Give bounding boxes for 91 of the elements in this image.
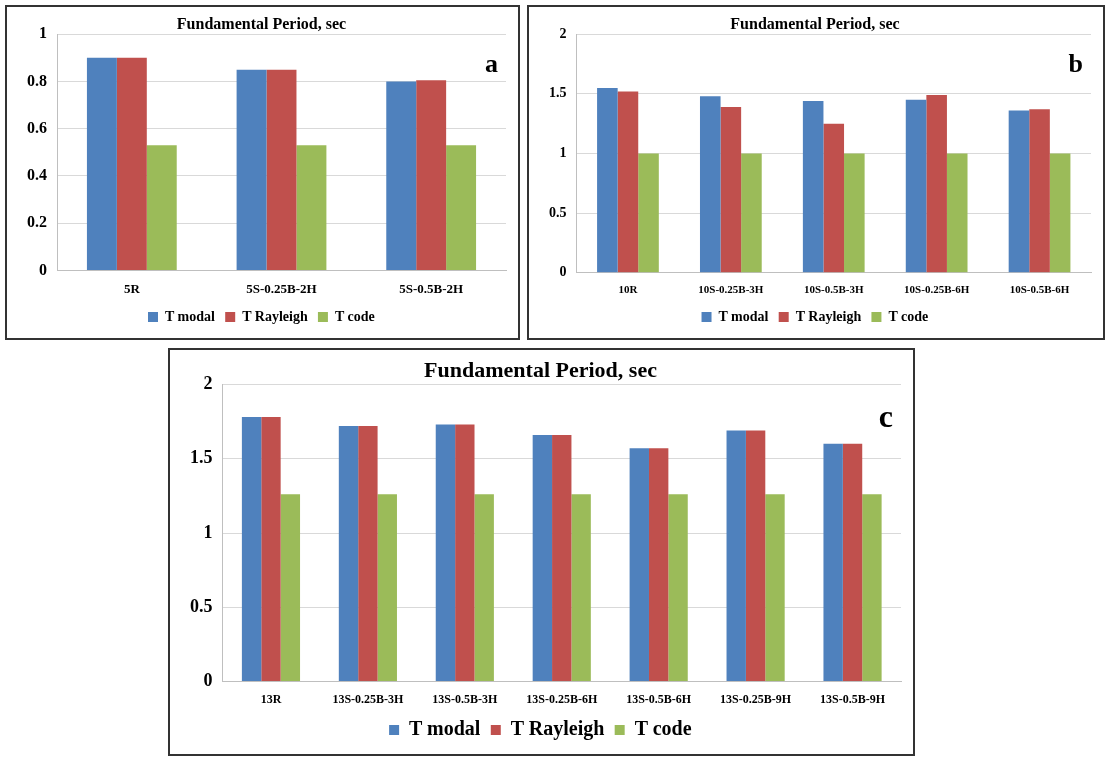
y-tick-label: 1 (39, 24, 47, 42)
bar (926, 95, 947, 273)
bar (338, 426, 359, 682)
bar (86, 57, 117, 270)
bar (638, 153, 659, 273)
y-tick-label: 1 (559, 145, 567, 161)
legend-label: T code (888, 308, 929, 324)
bar (435, 424, 456, 682)
bar (842, 443, 863, 682)
y-tick-label: 0 (39, 260, 47, 278)
bar (241, 417, 262, 682)
x-tick-label: 13R (260, 691, 282, 706)
bar (946, 153, 968, 273)
x-tick-label: 13S-0.5B-6H (626, 691, 692, 706)
bar (261, 417, 281, 682)
y-tick-label: 0.5 (190, 595, 213, 616)
x-tick-label: 5S-0.5B-2H (399, 280, 464, 296)
y-tick-label: 1.5 (190, 447, 213, 468)
bar (648, 448, 669, 682)
bar (532, 434, 553, 682)
y-tick-label: 1 (203, 521, 213, 542)
legend-label: T code (334, 308, 375, 324)
legend-label: T modal (409, 717, 481, 740)
legend-label: T Rayleigh (510, 717, 605, 741)
bar (862, 494, 882, 682)
bar (455, 424, 475, 682)
bar (116, 57, 147, 270)
x-tick-label: 13S-0.25B-6H (526, 691, 598, 706)
x-tick-label: 10S-0.25B-3H (698, 283, 764, 296)
bar (1029, 109, 1050, 273)
x-tick-label: 10S-0.25B-6H (904, 283, 970, 296)
y-tick-label: 0 (203, 670, 213, 691)
bar (1049, 153, 1071, 273)
annotation: c (878, 397, 893, 434)
bar (552, 434, 572, 682)
y-tick-label: 2 (203, 373, 213, 394)
y-tick-label: 1.5 (549, 85, 567, 101)
y-tick-label: 0 (559, 264, 567, 280)
legend-label: T Rayleigh (795, 308, 862, 324)
y-tick-label: 0.6 (27, 118, 47, 136)
x-tick-label: 13S-0.5B-9H (820, 691, 886, 706)
x-tick-label: 10S-0.5B-3H (803, 283, 864, 296)
bar (844, 153, 865, 273)
bar (629, 448, 649, 682)
y-tick-label: 0.5 (549, 204, 567, 220)
bar (765, 494, 785, 682)
bar (146, 145, 177, 270)
bar (266, 69, 297, 270)
y-tick-label: 0.8 (27, 71, 47, 89)
legend-label: T modal (165, 308, 216, 324)
bar (617, 91, 639, 273)
bar (416, 80, 447, 270)
bar (296, 145, 327, 270)
bar (745, 430, 766, 682)
bar (720, 106, 742, 273)
y-tick-label: 0.4 (27, 166, 47, 184)
y-tick-label: 0.2 (27, 213, 47, 231)
bar (386, 81, 417, 270)
x-tick-label: 10S-0.5B-6H (1009, 283, 1070, 296)
x-tick-label: 13S-0.5B-3H (432, 691, 498, 706)
bar (726, 430, 746, 682)
x-tick-label: 5R (123, 280, 141, 296)
x-tick-label: 13S-0.25B-9H (720, 691, 792, 706)
bar (597, 87, 618, 273)
x-tick-label: 10R (618, 283, 639, 296)
y-tick-label: 2 (559, 25, 567, 41)
bar (236, 69, 267, 270)
bar (571, 494, 591, 682)
bar (1008, 110, 1030, 273)
bar (823, 123, 845, 273)
chart-title: Fundamental Period, sec (424, 356, 658, 382)
bar (668, 494, 688, 682)
x-tick-label: 13S-0.25B-3H (332, 691, 405, 706)
bar (802, 101, 824, 273)
legend-label: T modal (718, 308, 769, 324)
bar (474, 494, 494, 682)
bar (358, 426, 378, 682)
legend-label: T Rayleigh (242, 308, 308, 324)
legend-label: T code (634, 717, 692, 740)
bar (377, 494, 397, 682)
bar (741, 153, 762, 273)
bar (446, 145, 477, 270)
bar (699, 96, 721, 273)
x-tick-label: 5S-0.25B-2H (246, 280, 317, 296)
chart-title: Fundamental Period, sec (730, 14, 900, 32)
chart-title: Fundamental Period, sec (176, 14, 347, 32)
annotation: b (1068, 48, 1083, 78)
bar (905, 99, 927, 273)
bar (823, 443, 843, 682)
bar (280, 494, 301, 682)
annotation: a (485, 48, 498, 78)
